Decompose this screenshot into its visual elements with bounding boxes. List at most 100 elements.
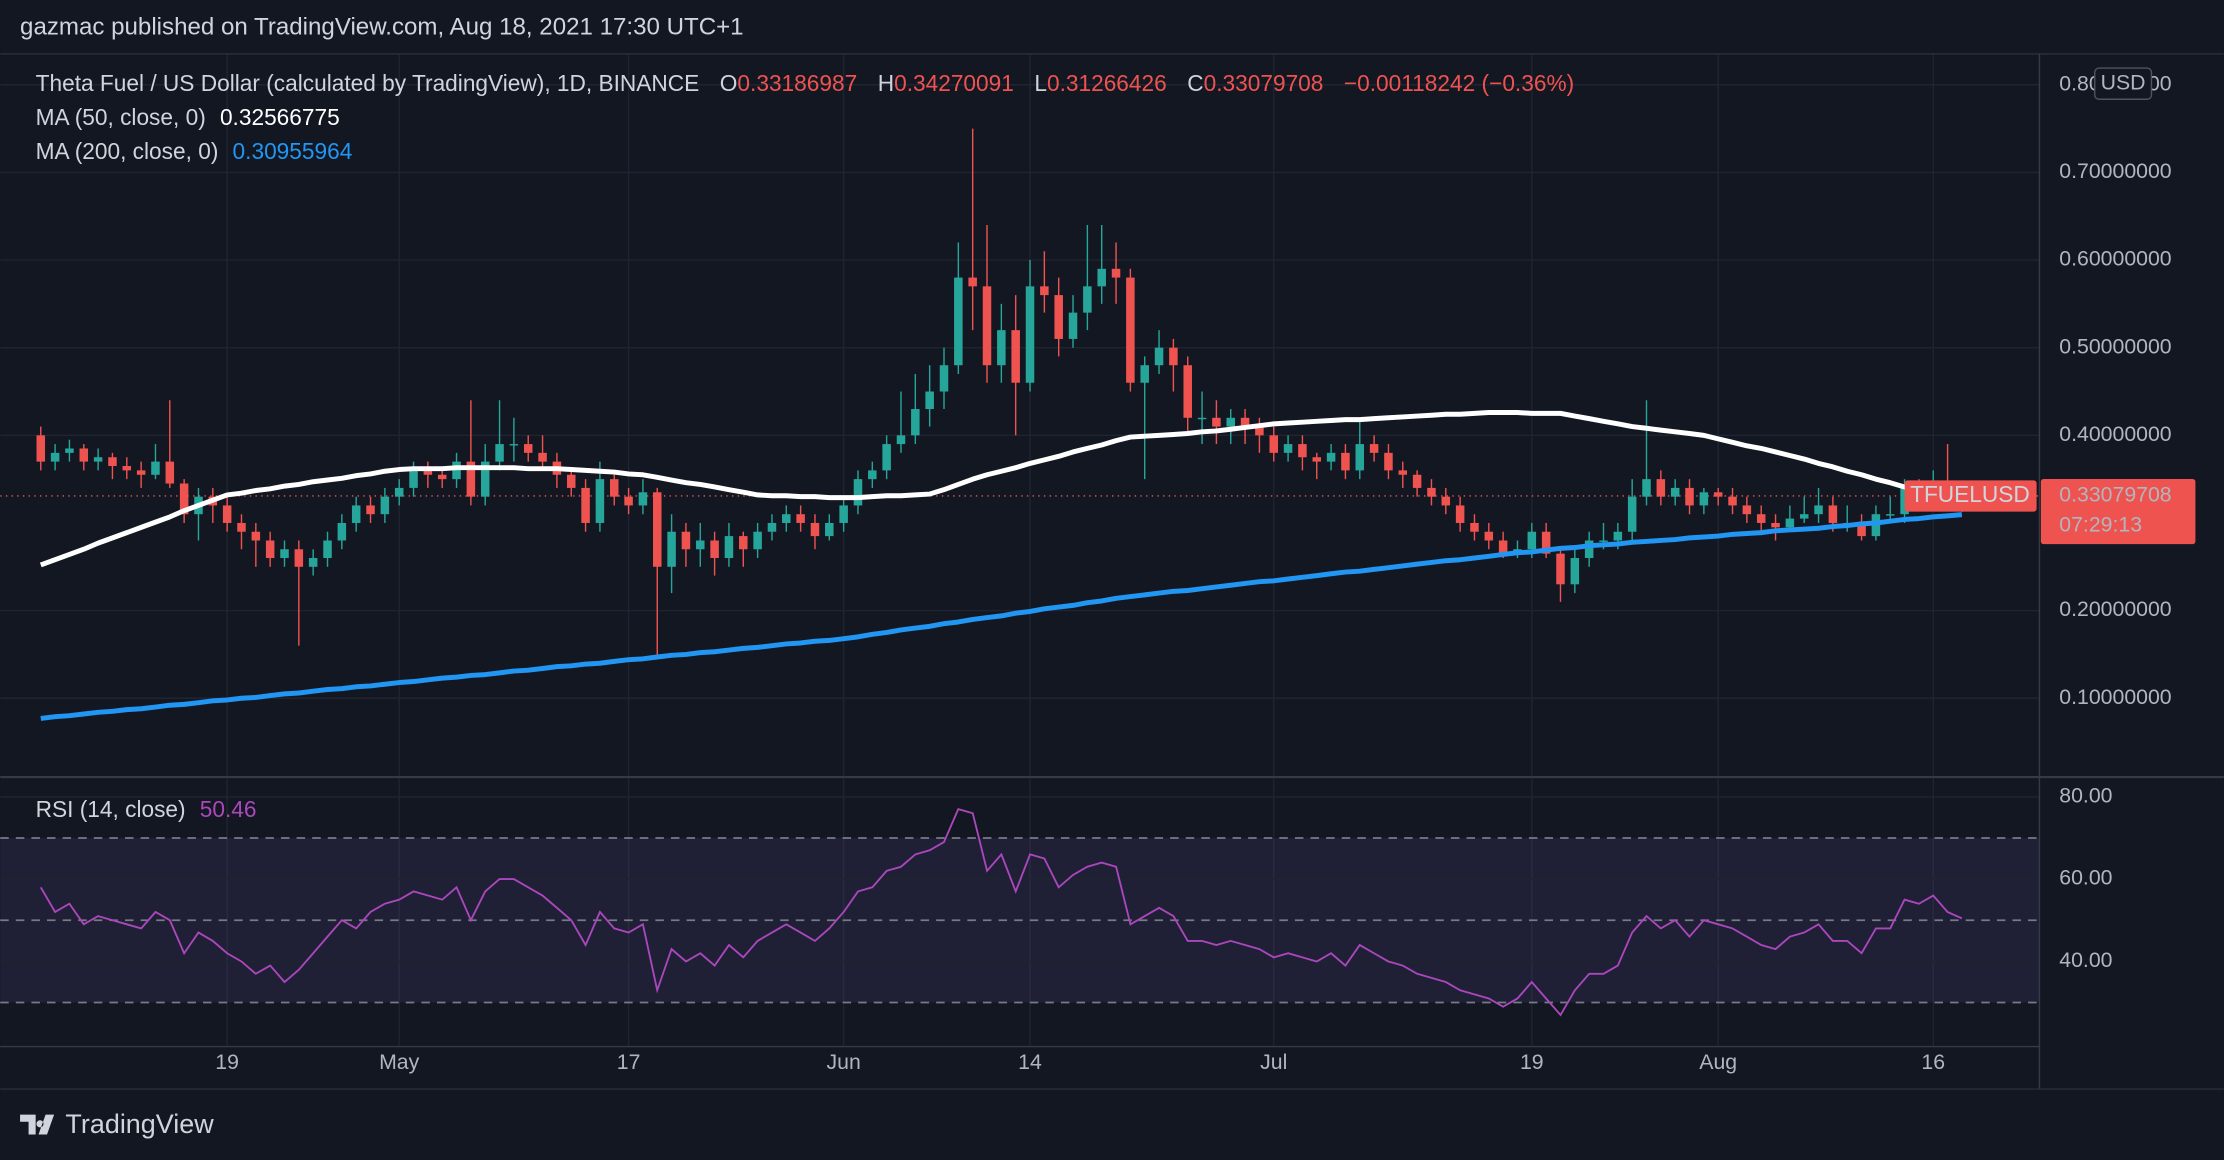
x-tick-label: May (379, 1050, 420, 1074)
candle-body (1785, 518, 1795, 528)
y-tick-label: 0.10000000 (2059, 685, 2171, 709)
candle-body (1011, 330, 1020, 383)
candle-body (1728, 496, 1737, 506)
candle-body (1140, 365, 1149, 383)
candle-body (1470, 522, 1479, 532)
candle-body (1398, 470, 1408, 475)
countdown: 07:29:13 (2059, 512, 2142, 536)
candle-body (394, 487, 404, 497)
candle-body (1040, 286, 1049, 296)
candle-body (1771, 522, 1780, 528)
y-tick-label: 60.00 (2059, 866, 2112, 890)
candle-body (1627, 496, 1637, 532)
candle-body (1197, 417, 1207, 420)
candle-body (1742, 505, 1752, 515)
candle-body (1369, 444, 1379, 453)
candle-body (739, 536, 748, 550)
candle-body (1111, 268, 1121, 278)
candle-body (1097, 268, 1106, 287)
candle-body (581, 487, 590, 523)
candle-body (681, 531, 691, 550)
candle-body (839, 505, 848, 523)
candle-body (624, 496, 633, 506)
candle-body (93, 457, 103, 462)
candle-body (495, 444, 504, 462)
candle-body (1857, 522, 1866, 537)
ohlc-label: L (1034, 70, 1047, 96)
candle-body (1584, 540, 1594, 559)
candle-body (1068, 312, 1078, 339)
candle-body (108, 457, 117, 466)
candle-body (1814, 505, 1823, 515)
candle-body (868, 470, 877, 480)
candle-body (308, 558, 318, 567)
candle-body (609, 479, 619, 497)
x-tick-label: Aug (1699, 1050, 1737, 1074)
candle-body (1341, 452, 1350, 471)
x-tick-label: 17 (617, 1050, 641, 1074)
x-tick-label: 14 (1018, 1050, 1042, 1074)
candle-body (968, 277, 977, 287)
candle-body (796, 514, 805, 523)
ohlc-value: 0.33186987 (737, 70, 857, 96)
currency: USD (2101, 70, 2146, 94)
symbol-tag: TFUELUSD (1910, 481, 2030, 507)
candle-body (1412, 474, 1422, 488)
ohlc-label: H (878, 70, 894, 96)
symbol-tag-box (1904, 480, 2037, 512)
candle-body (1212, 417, 1221, 427)
logo-mark (20, 1114, 55, 1135)
candle-body (79, 448, 89, 462)
ohlc-value: 0.33079708 (1204, 70, 1324, 96)
candle-body (294, 549, 304, 567)
currency-box (2094, 67, 2153, 100)
legend-value: 50.46 (200, 796, 257, 822)
candle-body (925, 391, 934, 410)
legend-name: MA (50, close, 0) (36, 104, 206, 130)
candle-body (509, 444, 519, 446)
candle-body (1570, 558, 1580, 585)
brand-logo: TradingView (20, 1109, 214, 1139)
published-note: gazmac published on TradingView.com, Aug… (20, 14, 744, 41)
ma200-legend: MA (200, close, 0) 0.30955964 (36, 138, 353, 164)
ohlc-value: 0.34270091 (894, 70, 1014, 96)
candle-body (982, 286, 992, 366)
brand-name: TradingView (65, 1109, 214, 1139)
candle-body (882, 444, 891, 471)
candle-body (1556, 553, 1565, 585)
candle-body (1670, 487, 1680, 497)
candle-body (380, 496, 390, 515)
candle-body (810, 522, 820, 537)
candle-body (1885, 514, 1895, 516)
candle-body (939, 365, 949, 392)
candle-body (1083, 286, 1092, 313)
candle-body (997, 330, 1006, 366)
candle-body (222, 505, 232, 523)
candle-body (1756, 514, 1766, 523)
candle-body (1498, 540, 1508, 554)
candle-body (1441, 496, 1451, 506)
candle-body (452, 461, 461, 480)
y-tick-label: 0.60000000 (2059, 247, 2171, 271)
candle-body (337, 522, 347, 541)
overlays: 19 May 17 Jun 14 Jul 19 Aug 16 0.10000000 0.200000… (215, 67, 2196, 1074)
candle-body (1685, 487, 1694, 506)
rsi-legend: RSI (14, close) 50.46 (36, 796, 257, 822)
ma-line (40, 512, 1963, 721)
candle-body (165, 461, 175, 484)
candle-body (480, 461, 490, 497)
price-tag-box (2040, 478, 2196, 545)
candle-body (1828, 505, 1838, 523)
candle-body (1484, 531, 1494, 541)
candle-body (1713, 492, 1723, 497)
candle-body (122, 465, 132, 471)
candle-body (825, 522, 834, 537)
candle-body (1183, 365, 1192, 418)
candle-body (538, 452, 547, 462)
candle-body (1642, 479, 1651, 497)
x-tick-label: 19 (1520, 1050, 1544, 1074)
candle-body (1613, 531, 1623, 541)
